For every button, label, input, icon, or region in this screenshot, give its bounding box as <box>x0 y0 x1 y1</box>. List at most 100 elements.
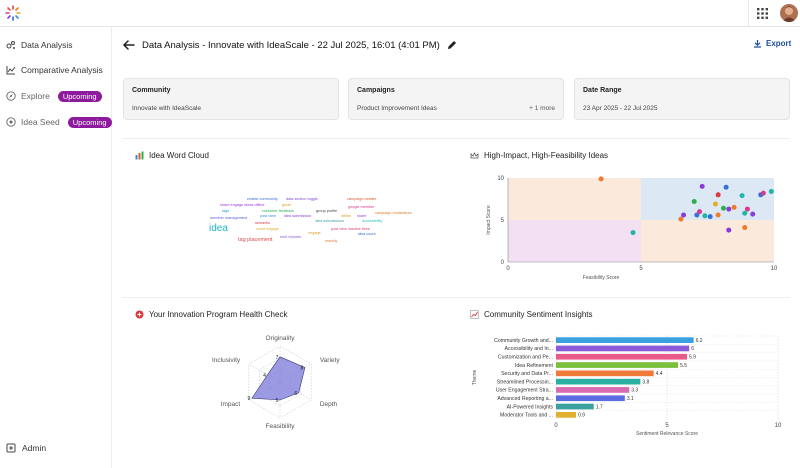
radar-axis-label: Inclusivity <box>212 357 241 364</box>
sidebar-item-idea-seed[interactable]: Idea Seed Upcoming <box>6 114 112 130</box>
section-title-text: Your Innovation Program Health Check <box>149 310 288 319</box>
sentiment-bar <box>556 345 690 352</box>
scatter-point <box>702 213 708 219</box>
bar-value-label: 3.3 <box>631 388 638 394</box>
quadrant-bottom-right <box>641 220 774 262</box>
scatter-point <box>768 188 774 194</box>
sidebar-item-explore[interactable]: Explore Upcoming <box>6 88 102 104</box>
sentiment-bar <box>556 387 630 393</box>
sentiment-bar <box>556 395 625 402</box>
download-icon <box>754 40 761 48</box>
category-label: Advanced Reporting a... <box>497 396 553 402</box>
health-check-title: Your Innovation Program Health Check <box>135 310 287 319</box>
app-logo-icon[interactable] <box>5 5 21 21</box>
matrix-title: High-Impact, High-Feasibility Ideas <box>470 151 608 160</box>
scatter-point <box>739 193 745 199</box>
export-label: Export <box>766 39 792 48</box>
scatter-point <box>707 214 713 220</box>
date-range-filter-card[interactable]: Date Range 23 Apr 2025 - 22 Jul 2025 <box>574 78 790 120</box>
impact-feasibility-scatter-chart: 0 5 10 0 5 10 Feasibility Score Impact Score <box>486 176 778 281</box>
scatter-point <box>720 205 726 211</box>
bar-value-label: 6.2 <box>696 338 703 344</box>
cloud-word: engage <box>308 231 321 235</box>
sidebar-item-admin[interactable]: Admin <box>6 443 46 453</box>
cloud-word: semantic <box>255 221 271 225</box>
sidebar-item-comparative-analysis[interactable]: Comparative Analysis <box>6 62 103 78</box>
scatter-point <box>744 206 750 212</box>
sidebar-item-label: Data Analysis <box>21 40 73 50</box>
edit-pencil-icon[interactable] <box>447 40 457 50</box>
cloud-word: tag placement <box>238 237 273 243</box>
section-divider <box>122 297 790 298</box>
bar-value-label: 3.8 <box>642 379 649 385</box>
section-divider <box>122 138 790 139</box>
y-axis-label: Impact Score <box>486 205 492 235</box>
top-bar <box>0 0 800 27</box>
word-cloud: enable community data section toggle cam… <box>200 190 420 265</box>
bar-value-label: 4.4 <box>656 371 663 377</box>
x-tick-label: 10 <box>771 266 778 272</box>
upcoming-badge: Upcoming <box>67 116 112 128</box>
sidebar-item-data-analysis[interactable]: Data Analysis <box>6 37 73 53</box>
cloud-word: post view <box>260 214 276 218</box>
bar-value-label: 5.5 <box>680 363 687 369</box>
radar-value-label: 7 <box>276 355 279 361</box>
cloud-word: campaign header <box>347 197 377 201</box>
scatter-point <box>630 230 636 236</box>
bar-value-label: 0.9 <box>578 413 585 419</box>
quadrant-bottom-left <box>508 220 641 262</box>
x-tick-label: 0 <box>506 266 510 272</box>
radar-axis-label: Impact <box>221 401 241 408</box>
category-label: Idea Refinement <box>515 363 554 369</box>
radar-value-label: 4 <box>263 373 266 379</box>
category-label: Moderator Tools and ... <box>500 413 553 419</box>
trend-chart-icon <box>470 310 479 319</box>
campaigns-value: Product Improvement Ideas <box>357 105 437 112</box>
scatter-point <box>691 199 697 205</box>
back-arrow-icon[interactable] <box>122 40 135 50</box>
export-button[interactable]: Export <box>753 39 791 48</box>
bar-value-label: 1.7 <box>596 404 603 410</box>
community-filter-card[interactable]: Community Innovate with IdeaScale <box>123 78 339 120</box>
category-label: Security and Data Pr... <box>501 371 553 377</box>
radar-value-label: 5 <box>276 398 279 404</box>
health-check-radar-chart: 7 8 6 5 9 4 Originality Variety Depth Feasibility… <box>212 335 340 430</box>
y-tick-label: 0 <box>501 260 505 266</box>
category-label: Community Growth and... <box>494 338 553 344</box>
sentiment-bar <box>556 412 576 418</box>
upcoming-badge: Upcoming <box>57 90 102 102</box>
cloud-word: idea submissions <box>315 219 345 223</box>
cloud-word: tags <box>222 209 230 213</box>
scatter-point <box>723 184 729 190</box>
apps-grid-icon[interactable] <box>757 8 768 19</box>
sidebar: Data Analysis Comparative Analysis Explo… <box>0 27 112 468</box>
cloud-word: idea submission <box>284 214 312 218</box>
radar-area <box>251 356 306 401</box>
scatter-point <box>681 212 687 218</box>
cloud-word: customer feedback <box>262 209 295 213</box>
compass-icon <box>6 91 16 101</box>
radar-axis-label: Feasibility <box>266 423 296 430</box>
analysis-icon <box>6 41 15 49</box>
sidebar-item-label: Explore <box>21 91 50 101</box>
scatter-point <box>715 212 721 218</box>
cloud-word: accessibility <box>362 219 383 223</box>
y-tick-label: 5 <box>501 218 505 224</box>
category-label: Accessibility and In... <box>505 346 553 352</box>
cloud-word: group profile <box>316 209 338 213</box>
sentiment-bar <box>556 370 654 377</box>
cloud-word: enable community <box>247 197 278 201</box>
crown-icon <box>470 152 479 159</box>
cloud-word: google member <box>348 205 375 209</box>
x-tick-label: 5 <box>665 423 669 429</box>
cloud-word: share <box>357 214 367 218</box>
user-avatar[interactable] <box>780 4 798 22</box>
campaigns-filter-card[interactable]: Campaigns Product Improvement Ideas + 1 … <box>348 78 564 120</box>
radar-value-label: 6 <box>294 391 297 397</box>
bar-value-label: 5.9 <box>689 355 696 361</box>
campaigns-more-count[interactable]: + 1 more <box>529 105 555 112</box>
cloud-word: post view inactive fixes <box>331 227 370 231</box>
cloud-word: could engage <box>256 227 279 231</box>
page-header: Data Analysis - Innovate with IdeaScale … <box>122 38 457 52</box>
date-range-label: Date Range <box>583 87 622 94</box>
